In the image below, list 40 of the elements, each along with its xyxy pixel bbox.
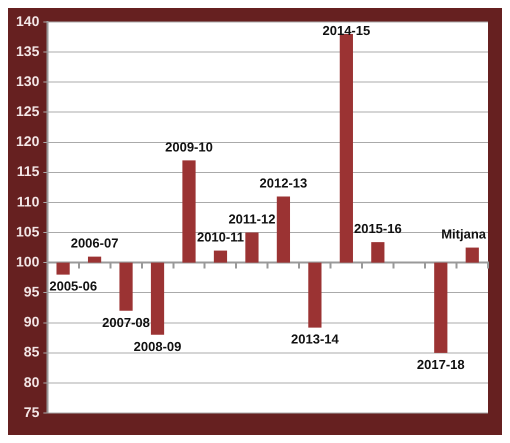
y-tick-label: 100 [16, 253, 40, 270]
x-tick-label: 2010-11 [196, 230, 244, 245]
x-tick-label: 2009-10 [165, 139, 213, 154]
bar [150, 262, 164, 335]
y-tick-label: 110 [16, 193, 40, 210]
x-tick-label: 2014-15 [322, 23, 370, 38]
bar [371, 242, 384, 263]
y-tick-label: 115 [16, 163, 40, 180]
bar [340, 34, 353, 263]
x-tick-label: 2008-09 [134, 338, 182, 354]
x-tick-label: 2006-07 [70, 236, 118, 251]
y-tick-label: 125 [16, 103, 40, 120]
y-tick-label: 90 [24, 314, 40, 330]
bar [56, 262, 70, 275]
y-tick-label: 140 [16, 12, 40, 29]
x-tick-label: 2012-13 [260, 176, 308, 191]
bar [182, 160, 196, 263]
y-tick-label: 105 [16, 223, 40, 240]
bar [276, 196, 290, 263]
x-tick-label: Mitjana [441, 226, 487, 242]
y-tick-label: 130 [16, 73, 40, 90]
bar [466, 248, 479, 263]
y-tick-label: 135 [16, 42, 40, 59]
x-tick-label: 2013-14 [291, 332, 340, 347]
x-tick-label: 2017-18 [416, 356, 465, 372]
y-tick-label: 120 [16, 133, 40, 150]
bar [434, 262, 448, 353]
bar [214, 250, 228, 263]
x-tick-label: 2015-16 [354, 221, 402, 236]
y-tick-label: 75 [24, 404, 40, 420]
x-tick-label: 2007-08 [102, 314, 150, 330]
y-tick-label: 95 [24, 284, 40, 300]
x-tick-label: 2011-12 [228, 212, 276, 227]
bar [245, 232, 259, 263]
y-tick-label: 85 [24, 344, 40, 360]
bar [88, 256, 102, 263]
bar [308, 262, 322, 328]
x-tick-label: 2005-06 [49, 278, 98, 294]
y-tick-label: 80 [24, 374, 40, 390]
bar [119, 262, 133, 311]
